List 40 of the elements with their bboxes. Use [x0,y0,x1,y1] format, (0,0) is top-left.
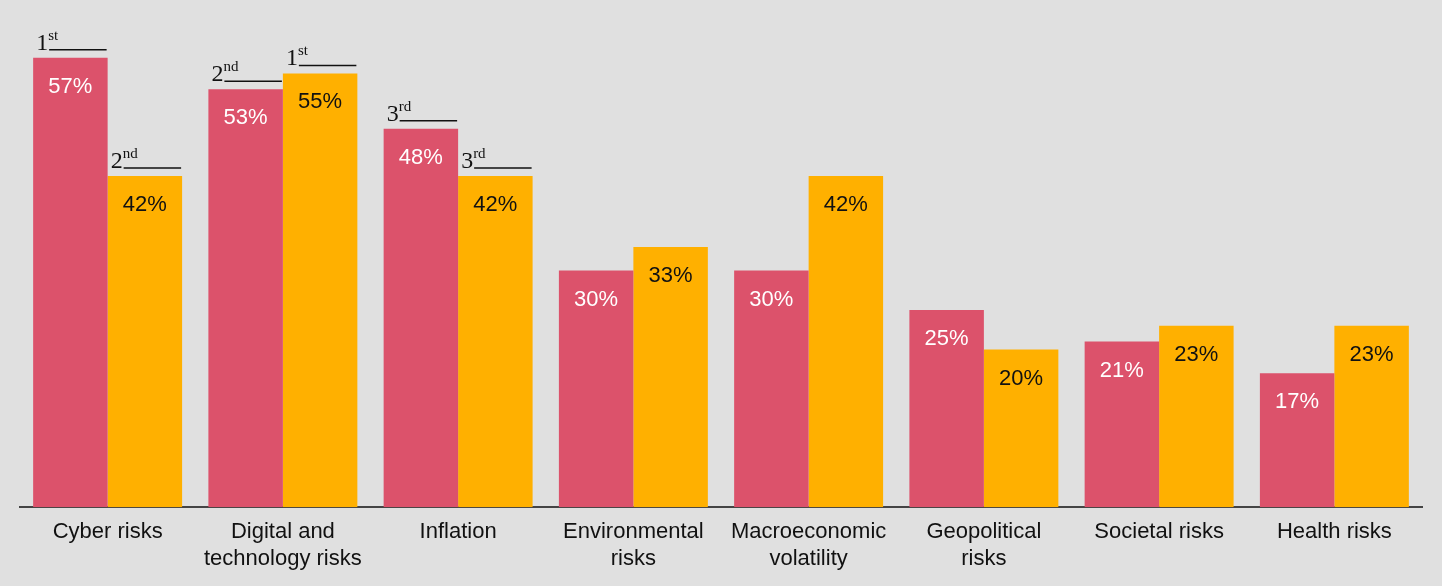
data-label: 23% [1349,340,1394,366]
bar [909,310,984,508]
bar [808,175,884,508]
data-label: 57% [48,72,93,98]
data-label: 42% [823,191,868,217]
x-tick-label: Health risks [1276,518,1392,544]
data-label: 20% [999,364,1044,390]
data-label: 42% [122,191,167,217]
data-label: 17% [1275,388,1320,414]
bar [983,349,1059,508]
data-label: 30% [749,285,794,311]
bar [558,270,634,508]
data-label: 30% [574,285,619,311]
bar [107,175,183,508]
bar [734,270,809,508]
bar [1084,341,1160,508]
bar [458,175,533,508]
x-tick-label: Cyber risks [52,518,163,544]
data-label: 55% [298,88,343,114]
bar [633,246,708,508]
data-label: 53% [223,104,268,130]
bar [282,73,358,508]
x-tick-label: Geopolitical risks [926,518,1042,570]
bar [33,57,108,508]
bar [1159,325,1234,508]
bar [208,89,283,508]
x-tick-label: Environmental risks [563,518,704,570]
x-tick-label: Digital and technology risks [204,518,362,570]
x-tick-label: Inflation [419,518,497,544]
data-label: 23% [1174,340,1219,366]
data-label: 21% [1099,356,1144,382]
data-label: 25% [924,325,969,351]
data-label: 48% [398,143,443,169]
x-tick-label: Societal risks [1094,518,1224,544]
data-label: 42% [473,191,518,217]
bar [1259,373,1335,508]
data-label: 33% [648,262,693,287]
bar [383,128,459,508]
x-tick-label: Macroeconomic volatility [730,518,887,570]
bar [1334,325,1409,508]
